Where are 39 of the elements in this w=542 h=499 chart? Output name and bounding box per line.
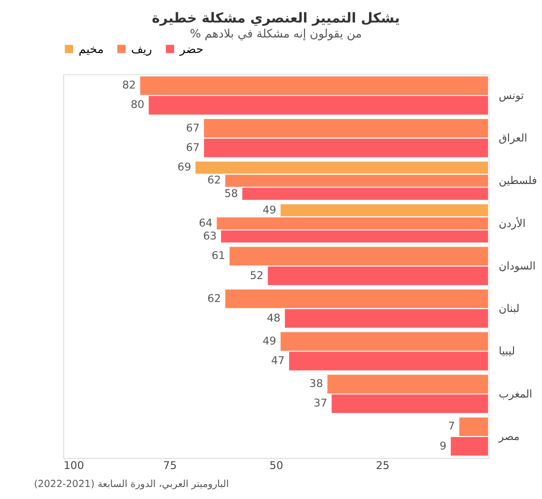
x-tick-label: 100 [64,459,84,472]
y-tick-label: السودان [498,259,536,272]
y-tick-label: فلسطين [498,174,538,188]
legend-label: حضر [178,42,204,56]
y-tick-label: الأردن [498,216,526,230]
y-tick-label: لبنان [498,302,520,316]
data-label: 80 [130,98,145,112]
data-label: 49 [262,334,276,348]
data-label: 62 [207,174,221,187]
y-tick-label: ليبيا [498,344,515,358]
data-label: 48 [266,311,281,324]
data-label: 67 [186,121,200,134]
data-label: 9 [440,439,447,452]
data-label: 61 [212,249,226,262]
x-tick-label: 50 [270,459,284,472]
y-tick-label: تونس [498,88,524,102]
data-label: 52 [250,268,264,282]
x-tick-label: 25 [376,459,390,472]
text: الباروميتر العربي، الدورة السابعة (2021-2022) [34,479,229,490]
data-label: 49 [262,203,276,216]
data-label: 64 [198,216,213,230]
legend-label: مخيم [78,42,104,56]
data-label: 38 [309,377,324,390]
data-label: 62 [207,292,221,305]
chart-subtitle: % من يقولون إنه مشكلة في بلادهم [190,26,362,40]
data-label: 69 [178,160,192,174]
y-tick-label: العراق [498,132,528,145]
data-label: 58 [224,186,238,200]
y-tick-label: مصر [498,430,520,443]
data-label: 7 [448,420,455,433]
data-label: 82 [122,78,136,92]
chart-title: يشكل التمييز العنصري مشكلة خطيرة [152,10,400,27]
data-label: 63 [203,229,217,242]
x-tick-label: 75 [163,459,177,472]
y-tick-label: المغرب [498,387,532,400]
legend-label: ريف [131,42,152,56]
data-label: 37 [314,396,328,410]
data-label: 67 [186,140,200,154]
data-label: 47 [271,354,285,368]
